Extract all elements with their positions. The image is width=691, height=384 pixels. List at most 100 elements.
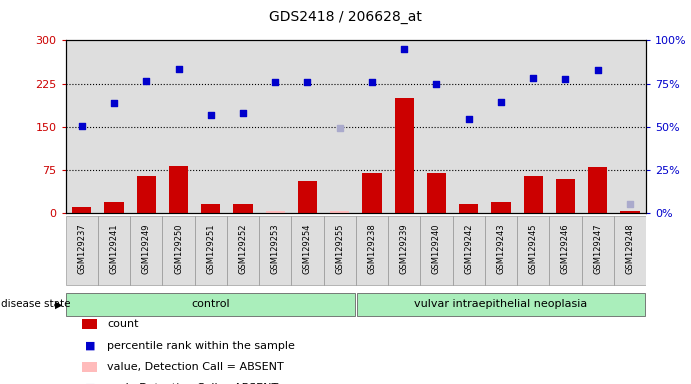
Point	[495, 99, 507, 105]
Bar	[549, 40, 582, 213]
Text: control: control	[191, 299, 230, 309]
Point	[302, 79, 313, 85]
Point	[269, 79, 281, 85]
Point	[108, 99, 120, 106]
Text: count: count	[107, 319, 139, 329]
Point	[205, 112, 216, 118]
Text: value, Detection Call = ABSENT: value, Detection Call = ABSENT	[107, 362, 284, 372]
Text: GSM129241: GSM129241	[109, 224, 119, 274]
Bar	[614, 40, 646, 213]
Bar	[137, 176, 156, 213]
Bar	[259, 216, 292, 285]
Bar	[130, 40, 162, 213]
Bar	[362, 173, 381, 213]
Text: GSM129240: GSM129240	[432, 224, 441, 274]
Text: ■: ■	[84, 341, 95, 351]
Bar	[298, 182, 317, 213]
Text: ▶: ▶	[55, 299, 62, 310]
Text: disease state: disease state	[1, 299, 70, 310]
Bar	[395, 98, 414, 213]
Bar	[524, 176, 543, 213]
Text: GSM129237: GSM129237	[77, 224, 86, 275]
Point	[463, 116, 474, 122]
Text: rank, Detection Call = ABSENT: rank, Detection Call = ABSENT	[107, 383, 278, 384]
Bar	[582, 40, 614, 213]
Point	[560, 76, 571, 83]
Bar	[459, 205, 478, 213]
Point	[625, 202, 636, 208]
Text: ■: ■	[84, 383, 95, 384]
Text: GSM129242: GSM129242	[464, 224, 473, 274]
Bar	[453, 216, 485, 285]
Bar	[323, 216, 356, 285]
Text: GSM129251: GSM129251	[206, 224, 216, 274]
Text: GSM129243: GSM129243	[496, 224, 506, 275]
Point	[366, 79, 377, 85]
Text: GDS2418 / 206628_at: GDS2418 / 206628_at	[269, 10, 422, 23]
Bar	[98, 216, 130, 285]
Text: GSM129239: GSM129239	[399, 224, 409, 275]
Text: GSM129249: GSM129249	[142, 224, 151, 274]
Point	[173, 66, 184, 72]
Bar	[98, 40, 130, 213]
Bar	[162, 40, 195, 213]
Bar	[66, 216, 98, 285]
Bar	[66, 40, 98, 213]
Bar	[356, 40, 388, 213]
Bar	[265, 211, 285, 213]
Bar	[517, 40, 549, 213]
Text: GSM129255: GSM129255	[335, 224, 344, 274]
Bar	[420, 40, 453, 213]
Bar	[292, 40, 323, 213]
Text: GSM129254: GSM129254	[303, 224, 312, 274]
Text: vulvar intraepithelial neoplasia: vulvar intraepithelial neoplasia	[415, 299, 587, 309]
Bar	[259, 40, 292, 213]
Bar	[582, 216, 614, 285]
Text: GSM129247: GSM129247	[593, 224, 603, 275]
FancyBboxPatch shape	[66, 293, 355, 316]
Bar	[234, 205, 253, 213]
Bar	[556, 179, 575, 213]
Bar	[517, 216, 549, 285]
Text: GSM129238: GSM129238	[368, 224, 377, 275]
Text: GSM129252: GSM129252	[238, 224, 247, 274]
Bar	[356, 216, 388, 285]
Point	[238, 111, 249, 117]
Point	[399, 46, 410, 52]
Bar	[201, 205, 220, 213]
Text: GSM129245: GSM129245	[529, 224, 538, 274]
Bar	[292, 216, 323, 285]
Bar	[588, 167, 607, 213]
Bar	[621, 211, 640, 213]
Bar	[420, 216, 453, 285]
Bar	[130, 216, 162, 285]
Bar	[388, 216, 420, 285]
Bar	[169, 166, 188, 213]
Bar	[427, 173, 446, 213]
Bar	[227, 216, 259, 285]
Text: GSM129253: GSM129253	[271, 224, 280, 275]
Text: GSM129246: GSM129246	[561, 224, 570, 275]
Bar	[323, 40, 356, 213]
Bar	[453, 40, 485, 213]
Bar	[195, 216, 227, 285]
Point	[528, 74, 539, 81]
FancyBboxPatch shape	[357, 293, 645, 316]
Bar	[330, 211, 350, 213]
Bar	[485, 216, 517, 285]
Bar	[162, 216, 195, 285]
Point	[141, 78, 152, 84]
Bar	[388, 40, 420, 213]
Point	[592, 67, 603, 73]
Bar	[227, 40, 259, 213]
Text: GSM129250: GSM129250	[174, 224, 183, 274]
Bar	[72, 207, 91, 213]
Bar	[485, 40, 517, 213]
Text: GSM129248: GSM129248	[625, 224, 634, 275]
Bar	[549, 216, 582, 285]
Point	[334, 125, 346, 131]
Text: percentile rank within the sample: percentile rank within the sample	[107, 341, 295, 351]
Point	[431, 81, 442, 87]
Bar	[104, 202, 124, 213]
Bar	[614, 216, 646, 285]
